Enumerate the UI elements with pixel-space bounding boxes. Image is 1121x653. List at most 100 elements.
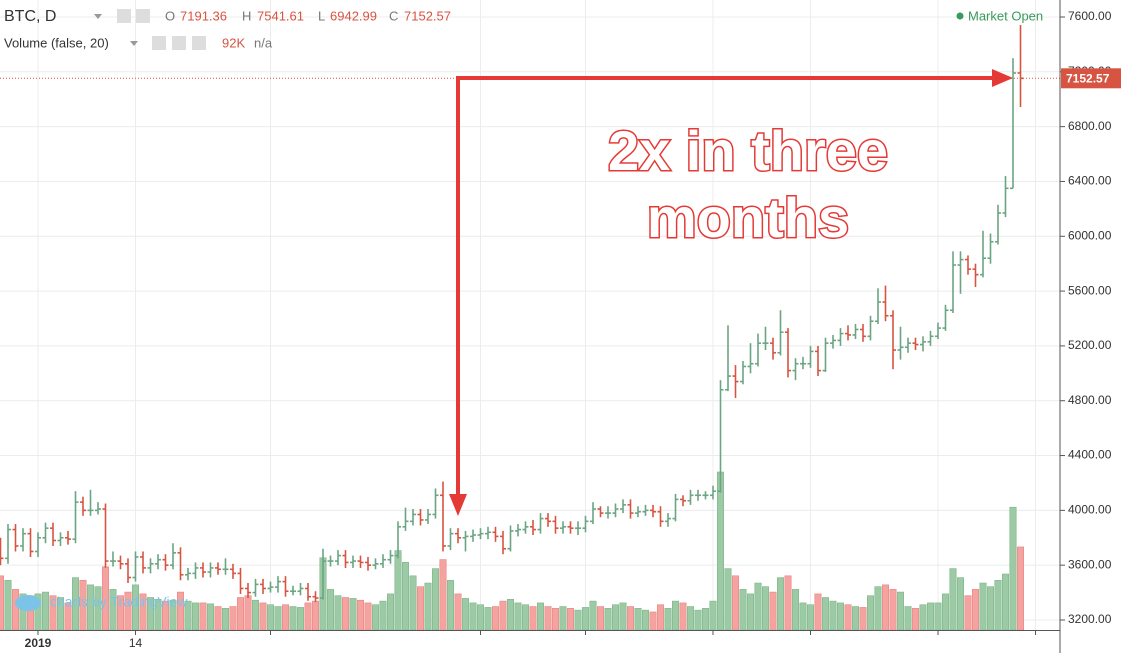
volume-bar xyxy=(521,604,529,631)
icon[interactable] xyxy=(117,9,131,23)
legend-label: O xyxy=(165,8,175,23)
dropdown-icon[interactable] xyxy=(94,14,102,19)
volume-bar xyxy=(207,603,215,631)
x-tick-label: 2019 xyxy=(25,636,52,650)
volume-bar xyxy=(304,602,312,631)
volume-bar xyxy=(461,598,469,631)
legend-label: C xyxy=(389,8,398,23)
icon[interactable] xyxy=(172,36,186,50)
volume-bar xyxy=(244,595,252,631)
volume-bar xyxy=(266,604,274,631)
volume-bar xyxy=(1009,506,1017,631)
volume-bar xyxy=(252,599,260,631)
volume-bar xyxy=(664,608,672,631)
volume-bar xyxy=(694,609,702,631)
volume-bar xyxy=(791,589,799,631)
volume-bar xyxy=(634,608,642,631)
x-tick-label: 14 xyxy=(129,636,143,650)
legend-value: 7191.36 xyxy=(180,8,227,23)
volume-bar xyxy=(611,604,619,631)
volume-bar xyxy=(679,602,687,631)
volume-bar xyxy=(491,606,499,631)
volume-bar xyxy=(289,606,297,631)
volume-bar xyxy=(454,593,462,631)
icon[interactable] xyxy=(192,36,206,50)
volume-bar xyxy=(799,602,807,631)
volume-bar xyxy=(237,597,245,631)
dropdown-icon[interactable] xyxy=(130,41,138,46)
legend-value: 7541.61 xyxy=(257,8,304,23)
volume-bar xyxy=(424,582,432,631)
y-tick-label: 6800.00 xyxy=(1068,119,1112,133)
axis-layer: 3200.00 3600.00 4000.00 4400.00 4800.00 5200.… xyxy=(25,9,1121,650)
status-dot xyxy=(956,12,964,20)
icon[interactable] xyxy=(136,9,150,23)
volume-bar xyxy=(199,602,207,631)
last-price-label: 7152.57 xyxy=(1066,71,1110,85)
volume-bar xyxy=(559,606,567,631)
volume-bar xyxy=(41,591,49,631)
volume-bar xyxy=(979,582,987,631)
volume-bar xyxy=(656,604,664,631)
y-tick-label: 3600.00 xyxy=(1068,557,1112,571)
volume-bar xyxy=(874,586,882,631)
y-tick-label: 3200.00 xyxy=(1068,612,1112,626)
volume-bar xyxy=(641,609,649,631)
volume-bar xyxy=(229,606,237,631)
volume-bar xyxy=(844,604,852,631)
arrowhead xyxy=(449,494,467,516)
volume-bar xyxy=(394,550,402,631)
volume-bar xyxy=(716,471,724,631)
volume-bar xyxy=(274,606,282,631)
volume-bar xyxy=(341,597,349,631)
volume-bar xyxy=(401,561,409,631)
volume-bar xyxy=(701,608,709,631)
volume-bar xyxy=(574,609,582,631)
volume-bar xyxy=(349,598,357,631)
volume-bar xyxy=(364,602,372,631)
volume-bar xyxy=(949,568,957,631)
volume-bar xyxy=(806,604,814,631)
volume-layer xyxy=(0,471,1024,631)
volume-bar xyxy=(431,568,439,631)
volume-bar xyxy=(192,602,200,631)
volume-bar xyxy=(281,604,289,631)
y-tick-label: 6000.00 xyxy=(1068,228,1112,242)
volume-bar xyxy=(514,602,522,631)
volume-bar xyxy=(859,607,867,631)
volume-bar xyxy=(296,607,304,631)
volume-bar xyxy=(356,599,364,631)
volume-bar xyxy=(536,602,544,631)
volume-bar xyxy=(724,568,732,631)
volume-bar xyxy=(544,606,552,631)
volume-bar xyxy=(619,602,627,631)
volume-bar xyxy=(964,595,972,631)
volume-bar xyxy=(439,559,447,631)
volume-bar xyxy=(814,593,822,631)
volume-bar xyxy=(326,589,334,631)
volume-bar xyxy=(956,577,964,631)
volume-bar xyxy=(476,604,484,631)
volume-bar xyxy=(566,608,574,631)
volume-bar xyxy=(919,604,927,631)
volume-bar xyxy=(754,582,762,631)
volume-bar xyxy=(1016,546,1024,631)
branding: charts by TradingView xyxy=(15,594,188,611)
volume-bar xyxy=(881,584,889,631)
volume-bar xyxy=(731,575,739,631)
branding-text: charts by TradingView xyxy=(50,594,188,610)
y-tick-label: 4800.00 xyxy=(1068,393,1112,407)
y-tick-label: 4000.00 xyxy=(1068,503,1112,517)
volume-bar xyxy=(739,589,747,631)
volume-bar xyxy=(589,600,597,631)
icon[interactable] xyxy=(152,36,166,50)
annotation-arrows xyxy=(449,69,1013,516)
volume-bar xyxy=(926,602,934,631)
volume-bar xyxy=(484,607,492,631)
volume-bar xyxy=(259,602,267,631)
legend-label: H xyxy=(242,8,251,23)
volume-bar xyxy=(506,599,514,631)
price-layer xyxy=(0,24,1024,603)
